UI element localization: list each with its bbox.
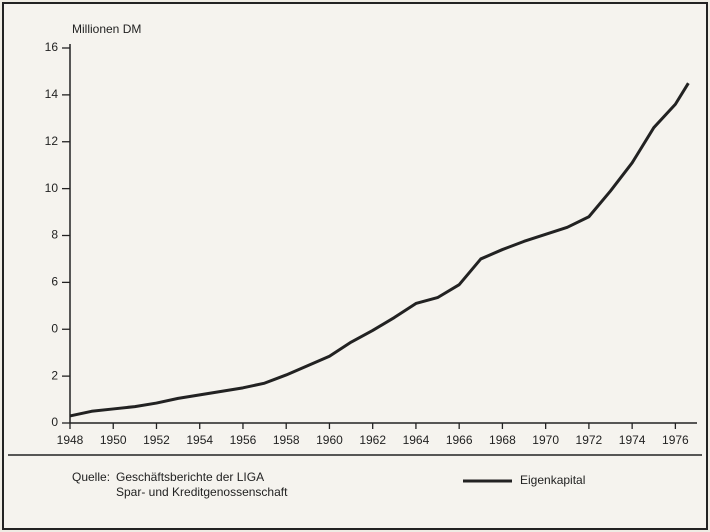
y-tick-label: 0 xyxy=(51,415,58,429)
data-line xyxy=(69,82,690,418)
x-tick-label: 1950 xyxy=(100,433,127,447)
x-tick-label: 1962 xyxy=(359,433,386,447)
y-tick-label: 12 xyxy=(45,134,59,148)
x-tick-label: 1970 xyxy=(532,433,559,447)
x-tick-label: 1952 xyxy=(143,433,170,447)
y-tick-label: 8 xyxy=(51,228,58,242)
x-tick-label: 1948 xyxy=(57,433,84,447)
source-label: Quelle: xyxy=(72,470,110,484)
x-tick-label: 1968 xyxy=(489,433,516,447)
x-tick-label: 1954 xyxy=(186,433,213,447)
y-tick-label: 16 xyxy=(45,40,59,54)
x-tick-label: 1974 xyxy=(619,433,646,447)
source-line: Spar- und Kreditgenossenschaft xyxy=(116,485,288,499)
y-axis-label: Millionen DM xyxy=(72,22,141,36)
y-tick-label: 6 xyxy=(51,275,58,289)
x-tick-label: 1964 xyxy=(403,433,430,447)
x-tick-label: 1958 xyxy=(273,433,300,447)
x-tick-label: 1966 xyxy=(446,433,473,447)
x-tick-label: 1976 xyxy=(662,433,689,447)
source-line: Geschäftsberichte der LIGA xyxy=(116,470,264,484)
y-tick-label: 10 xyxy=(45,181,59,195)
y-tick-label: 2 xyxy=(51,368,58,382)
x-tick-label: 1956 xyxy=(230,433,257,447)
y-tick-label: 0 xyxy=(51,321,58,335)
y-tick-label: 14 xyxy=(45,87,59,101)
x-tick-label: 1960 xyxy=(316,433,343,447)
x-tick-label: 1972 xyxy=(576,433,603,447)
legend-label: Eigenkapital xyxy=(520,473,585,487)
